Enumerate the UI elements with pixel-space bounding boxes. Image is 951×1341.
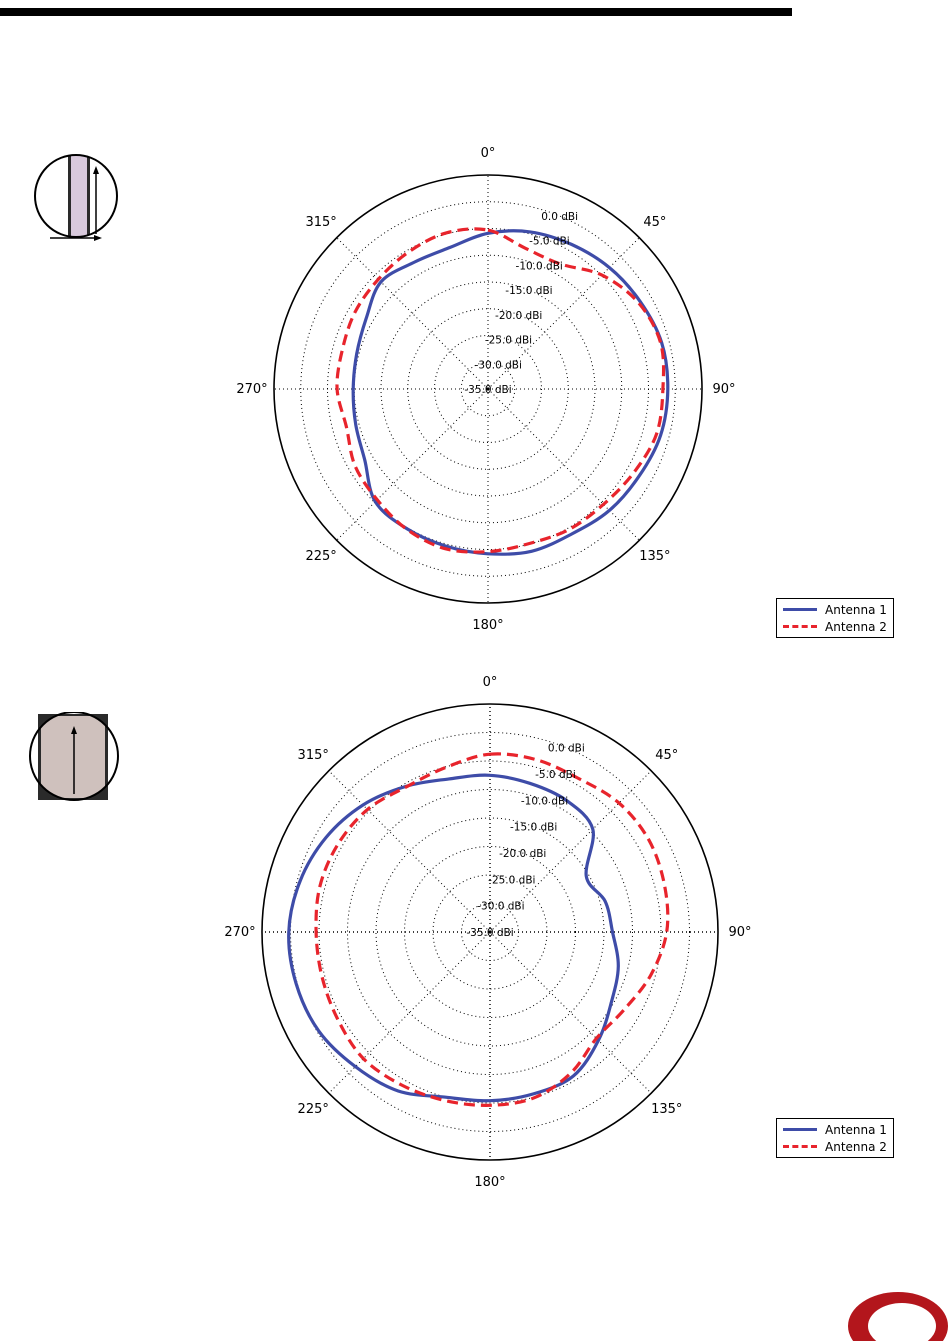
angular-tick-label: 270° bbox=[236, 382, 267, 397]
radial-grid-circle bbox=[404, 846, 576, 1018]
radial-tick-label: -30.0 dBi bbox=[475, 359, 522, 371]
antenna-orientation-horizontal-icon bbox=[34, 154, 118, 241]
radial-grid-circle bbox=[290, 732, 690, 1132]
legend-label: Antenna 2 bbox=[825, 1139, 887, 1154]
radial-tick-label: 0.0 dBi bbox=[548, 743, 585, 755]
angular-tick-label: 90° bbox=[712, 382, 735, 397]
polar-center bbox=[488, 930, 492, 934]
angular-tick-label: 45° bbox=[643, 215, 666, 230]
angular-tick-label: 45° bbox=[655, 748, 678, 763]
radial-grid-circle bbox=[380, 281, 596, 497]
angular-tick-label: 135° bbox=[651, 1102, 682, 1117]
angular-tick-label: 135° bbox=[639, 549, 670, 564]
legend-swatch-antenna-1 bbox=[783, 608, 817, 611]
radial-tick-label: -25.0 dBi bbox=[488, 874, 535, 886]
series-line-antenna-2 bbox=[335, 227, 666, 554]
radial-tick-label: -10.0 dBi bbox=[516, 260, 563, 272]
angular-grid-spoke bbox=[487, 388, 640, 541]
chart-2-legend: Antenna 1 Antenna 2 bbox=[776, 1118, 894, 1158]
angular-tick-label: 270° bbox=[224, 925, 255, 940]
radial-grid-circle bbox=[375, 817, 605, 1047]
angular-tick-label: 225° bbox=[305, 549, 336, 564]
angular-tick-label: 0° bbox=[481, 146, 496, 161]
angular-tick-label: 315° bbox=[305, 215, 336, 230]
radial-tick-label: -20.0 dBi bbox=[499, 848, 546, 860]
radial-grid-circle bbox=[318, 760, 662, 1104]
antenna-orientation-vertical-icon bbox=[29, 712, 119, 801]
legend-swatch-antenna-2 bbox=[783, 625, 817, 628]
polar-outer-boundary bbox=[273, 174, 703, 604]
legend-label: Antenna 1 bbox=[825, 602, 887, 617]
angular-grid-spoke bbox=[489, 931, 652, 1094]
radial-tick-label: -10.0 dBi bbox=[521, 795, 568, 807]
radial-tick-label: -5.0 dBi bbox=[529, 236, 570, 248]
radial-tick-label: 0.0 dBi bbox=[541, 211, 578, 223]
radial-grid-circle bbox=[434, 335, 542, 443]
series-line-antenna-1 bbox=[287, 773, 620, 1103]
radial-grid-circle bbox=[300, 201, 676, 577]
legend-item-antenna-1: Antenna 1 bbox=[783, 1121, 887, 1138]
angular-tick-label: 315° bbox=[298, 748, 329, 763]
angular-grid-spoke bbox=[328, 770, 491, 933]
angular-grid-spoke bbox=[336, 237, 489, 390]
polar-chart-2: 0° 45° 90° 135° 180° 225° 270° 315° 0.0 dBi -5.0 … bbox=[224, 675, 751, 1190]
radial-tick-label: -15.0 dBi bbox=[510, 822, 557, 834]
angular-tick-label: 225° bbox=[298, 1102, 329, 1117]
legend-swatch-antenna-1 bbox=[783, 1128, 817, 1131]
polar-center bbox=[486, 387, 490, 391]
radial-tick-label: -15.0 dBi bbox=[505, 285, 552, 297]
header-rule bbox=[0, 8, 792, 16]
legend-item-antenna-1: Antenna 1 bbox=[783, 601, 887, 618]
polar-outer-boundary bbox=[261, 703, 719, 1161]
legend-label: Antenna 1 bbox=[825, 1122, 887, 1137]
angular-grid-spoke bbox=[336, 388, 489, 541]
radial-tick-label: -35.0 dBi bbox=[464, 384, 511, 396]
series-line-antenna-2 bbox=[314, 752, 670, 1107]
legend-item-antenna-2: Antenna 2 bbox=[783, 618, 887, 635]
polar-chart-1: 0° 45° 90° 135° 180° 225° 270° 315° 0.0 dBi -5.0 … bbox=[236, 146, 735, 633]
legend-item-antenna-2: Antenna 2 bbox=[783, 1138, 887, 1155]
radial-grid-circle bbox=[347, 789, 633, 1075]
radial-grid-circle bbox=[460, 361, 516, 417]
angular-tick-label: 180° bbox=[474, 1175, 505, 1190]
radial-tick-label: -5.0 dBi bbox=[535, 769, 576, 781]
legend-label: Antenna 2 bbox=[825, 619, 887, 634]
company-logo-icon bbox=[848, 1292, 948, 1341]
angular-tick-label: 90° bbox=[728, 925, 751, 940]
radial-tick-label: -25.0 dBi bbox=[485, 335, 532, 347]
series-line-antenna-1 bbox=[351, 229, 670, 556]
angular-tick-label: 0° bbox=[483, 675, 498, 690]
radial-tick-label: -35.0 dBi bbox=[466, 927, 513, 939]
radial-tick-label: -30.0 dBi bbox=[477, 901, 524, 913]
chart-1-legend: Antenna 1 Antenna 2 bbox=[776, 598, 894, 638]
legend-swatch-antenna-2 bbox=[783, 1145, 817, 1148]
radial-tick-label: -20.0 dBi bbox=[495, 310, 542, 322]
angular-tick-label: 180° bbox=[472, 618, 503, 633]
